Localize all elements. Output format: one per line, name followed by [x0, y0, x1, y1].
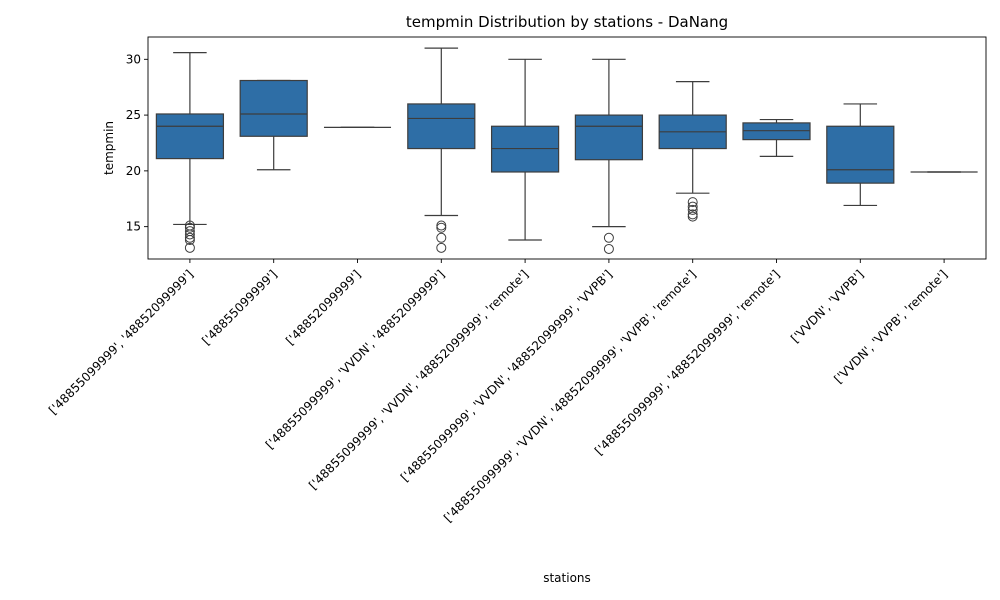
box-group — [574, 58, 644, 254]
box-group — [490, 58, 560, 241]
outlier-point — [184, 235, 195, 246]
iqr-box — [239, 79, 308, 137]
iqr-box — [826, 125, 895, 184]
box-group — [658, 81, 727, 222]
outlier-point — [436, 222, 447, 233]
outlier-point — [687, 204, 698, 215]
y-axis-label: tempmin — [102, 121, 116, 175]
x-axis: ['48855099999', '48852099999'] ['48855099… — [46, 259, 950, 525]
plot-area — [155, 47, 978, 254]
x-tick-label: ['VVDN', 'VVPB'] — [788, 267, 866, 345]
iqr-box — [574, 114, 644, 161]
box-group — [155, 52, 225, 253]
outlier-point — [603, 232, 614, 243]
x-axis-label: stations — [543, 571, 591, 585]
outlier-point — [687, 209, 698, 220]
outlier-point — [436, 242, 447, 253]
box-group — [826, 103, 895, 207]
x-tick-label: ['48855099999', '48852099999'] — [46, 267, 196, 417]
outlier-point — [687, 211, 698, 222]
y-tick-label: 25 — [126, 108, 141, 122]
outlier-point — [184, 242, 195, 253]
plot-frame — [147, 36, 987, 260]
y-axis: 15 20 25 30 — [126, 52, 148, 234]
box-group — [407, 47, 476, 253]
y-tick-label: 30 — [126, 52, 141, 66]
outlier-point — [436, 232, 447, 243]
iqr-box — [407, 103, 476, 150]
box-group — [742, 118, 811, 157]
x-tick-label: ['48855099999'] — [199, 267, 280, 348]
x-tick-label: ['48852099999'] — [283, 267, 364, 348]
x-tick-label: ['48855099999', 'VVDN', '48852099999'] — [263, 267, 448, 452]
outlier-point — [687, 197, 698, 208]
outlier-point — [603, 243, 614, 254]
outlier-point — [184, 222, 195, 233]
iqr-box — [155, 113, 225, 160]
outlier-point — [184, 229, 195, 240]
y-tick-label: 15 — [126, 220, 141, 234]
box-group — [239, 79, 308, 171]
x-tick-label: ['48855099999', '48852099999', 'remote'] — [592, 267, 783, 458]
outlier-point — [687, 201, 698, 212]
outlier-point — [436, 220, 447, 231]
y-tick-label: 20 — [126, 164, 141, 178]
outlier-point — [184, 232, 195, 243]
chart-title: tempmin Distribution by stations - DaNan… — [406, 13, 728, 31]
